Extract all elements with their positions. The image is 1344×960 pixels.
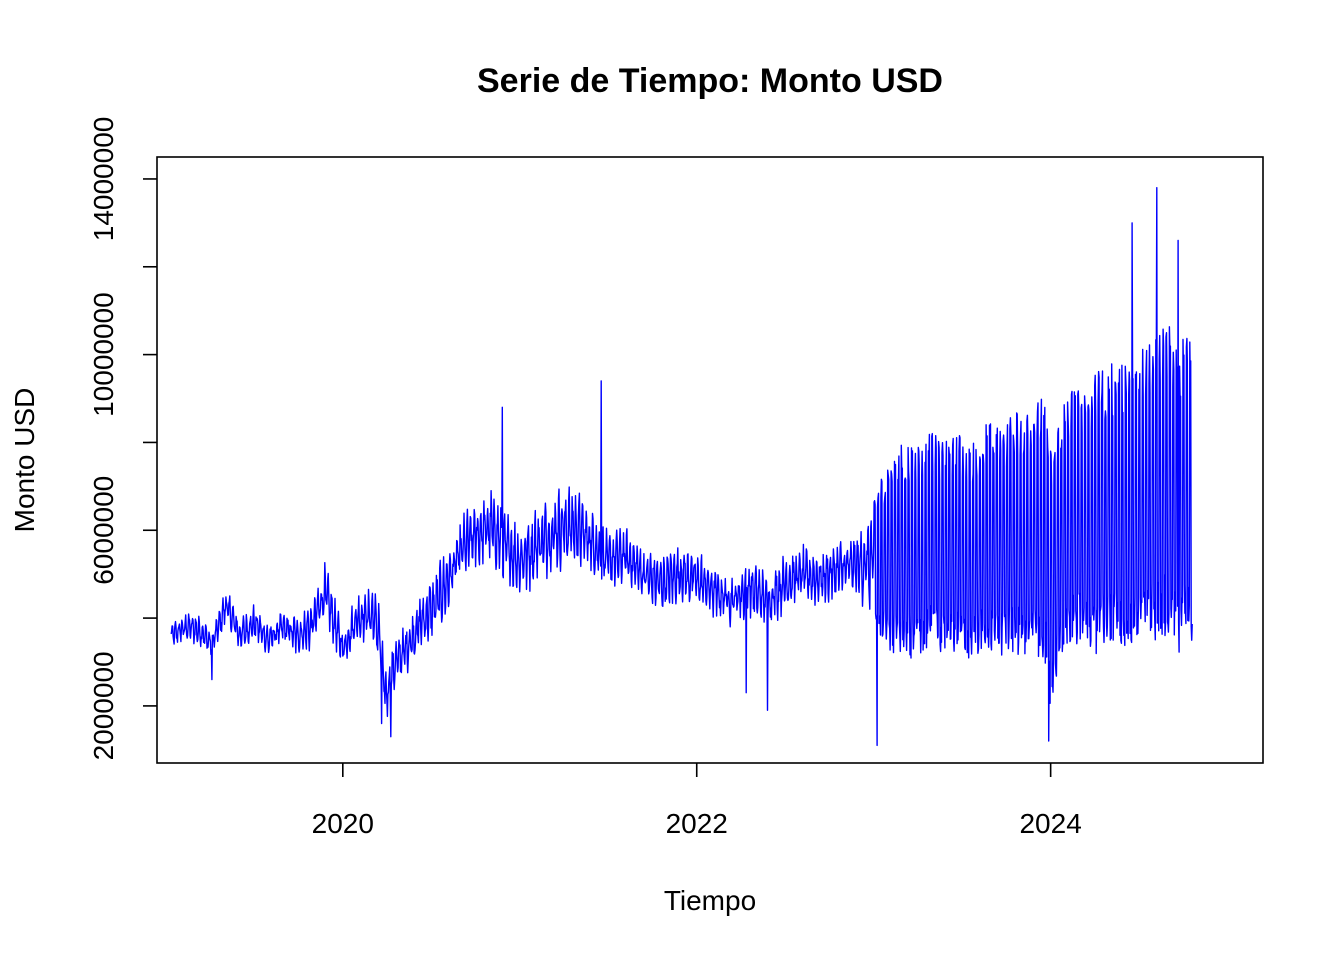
y-tick-label: 6000000 [88,476,119,585]
series-layer [170,187,1193,747]
y-axis: 2000000 6000000 10000000 14000000 [88,117,157,760]
x-tick-label: 2024 [1019,808,1081,839]
y-tick-label: 10000000 [88,292,119,417]
x-axis: 2020 2022 2024 [312,763,1082,839]
chart-title: Serie de Tiempo: Monto USD [477,62,943,100]
series-line [170,187,1193,747]
plot-frame [156,156,1264,764]
y-tick-label: 14000000 [88,117,119,242]
y-axis-label: Monto USD [9,388,40,533]
x-tick-label: 2022 [666,808,728,839]
x-tick-label: 2020 [312,808,374,839]
x-axis-label: Tiempo [664,885,756,916]
y-tick-label: 2000000 [88,651,119,760]
